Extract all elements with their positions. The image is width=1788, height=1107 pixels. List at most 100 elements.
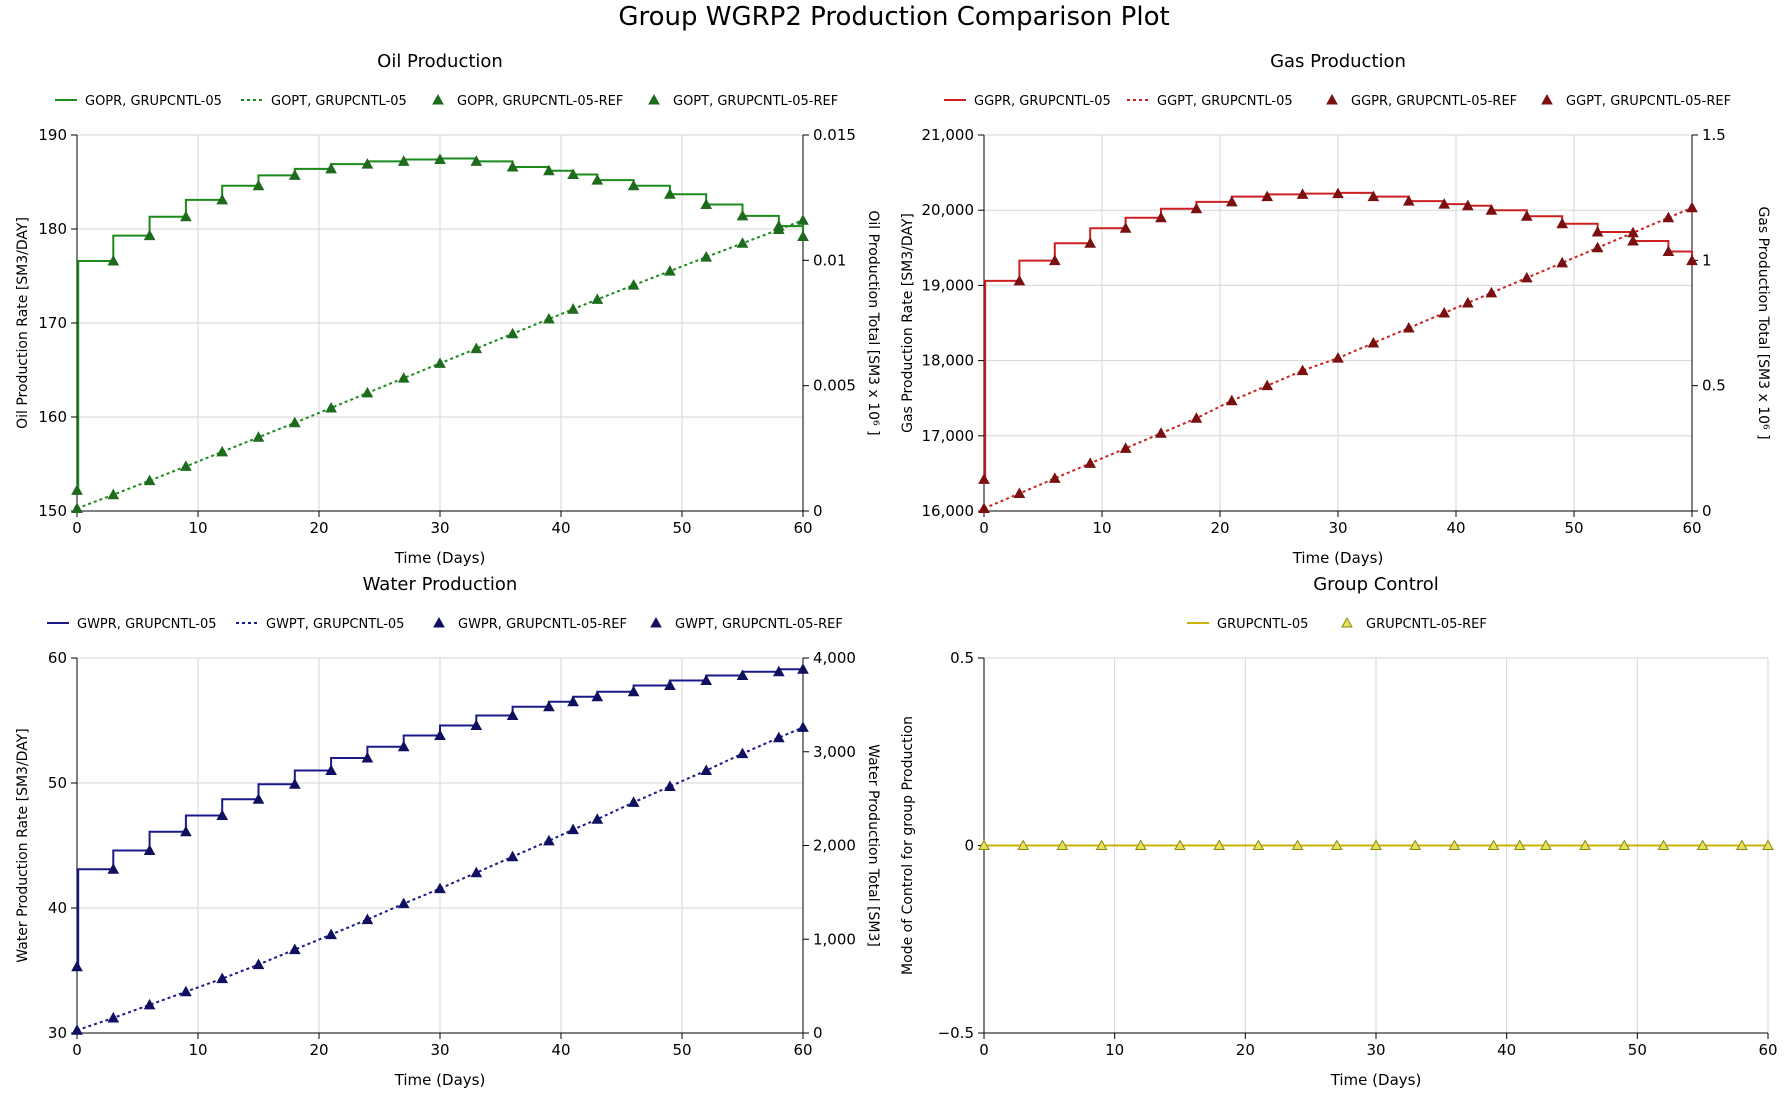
series-marker — [1095, 839, 1108, 850]
series-marker — [470, 342, 483, 354]
series-marker — [1213, 839, 1226, 850]
x-tick-label: 0 — [979, 1041, 989, 1059]
series-marker — [772, 665, 785, 677]
legend-label: GWPR, GRUPCNTL-05 — [77, 617, 217, 632]
series-marker — [1119, 442, 1132, 453]
series-marker — [180, 210, 192, 222]
series-marker — [1627, 226, 1639, 238]
y2-tick-label: 0 — [813, 1024, 823, 1042]
y2-axis-label: Gas Production Total [SM3 x 10⁶ ] — [1755, 206, 1771, 439]
series-marker — [325, 401, 337, 413]
series-marker — [107, 488, 120, 500]
y-axis-label: Oil Production Rate [SM3/DAY] — [15, 217, 31, 429]
legend-label: GRUPCNTL-05 — [1217, 617, 1308, 632]
x-tick-label: 40 — [1446, 519, 1465, 537]
y-axis-label: Water Production Rate [SM3/DAY] — [15, 728, 31, 962]
series-marker — [252, 179, 265, 191]
x-tick-label: 50 — [1564, 519, 1583, 537]
legend-swatch — [1326, 93, 1338, 105]
x-axis-label: Time (Days) — [1292, 549, 1384, 567]
y2-tick-label: 0.015 — [813, 126, 856, 144]
series-marker — [143, 998, 156, 1010]
legend-swatch — [650, 616, 662, 628]
series-marker — [470, 155, 483, 166]
series-marker — [772, 223, 785, 235]
series-marker — [1762, 839, 1774, 850]
x-axis-label: Time (Days) — [394, 549, 486, 567]
page-title: Group WGRP2 Production Comparison Plot — [618, 2, 1170, 32]
series-marker — [71, 502, 83, 513]
x-tick-label: 50 — [672, 519, 691, 537]
y-tick-label: 16,000 — [922, 502, 975, 520]
series-marker — [434, 153, 446, 164]
series-marker — [71, 960, 83, 972]
x-tick-label: 10 — [1105, 1041, 1124, 1059]
series-marker — [797, 663, 809, 674]
y-tick-label: 40 — [48, 899, 67, 917]
legend-swatch — [648, 93, 660, 105]
legend-label: GGPT, GRUPCNTL-05 — [1157, 94, 1293, 109]
series-marker — [361, 751, 374, 763]
series-marker — [1627, 235, 1639, 246]
x-tick-label: 30 — [1366, 1041, 1385, 1059]
series-marker — [627, 796, 640, 807]
x-tick-label: 10 — [188, 1041, 207, 1059]
series-marker — [361, 913, 374, 925]
series-marker — [567, 303, 579, 314]
series-marker — [736, 747, 749, 759]
series-marker — [627, 279, 640, 290]
series-marker — [1261, 190, 1274, 202]
series-marker — [772, 731, 785, 743]
series-marker — [1370, 839, 1382, 850]
series-marker — [107, 254, 120, 266]
series-marker — [627, 179, 640, 191]
y2-tick-label: 0 — [1702, 502, 1712, 520]
series-marker — [797, 721, 809, 732]
series-marker — [1461, 199, 1474, 211]
series-marker — [1332, 352, 1344, 363]
series-marker — [397, 897, 410, 909]
y2-tick-label: 0.005 — [813, 377, 856, 395]
series-marker — [180, 825, 192, 837]
x-tick-label: 20 — [1210, 519, 1229, 537]
x-tick-label: 20 — [309, 1041, 328, 1059]
series-marker — [1520, 271, 1533, 283]
series-marker — [591, 174, 604, 185]
series-marker — [434, 882, 446, 894]
series-marker — [216, 193, 229, 205]
series-marker — [736, 237, 749, 248]
series-marker — [325, 928, 337, 940]
y2-tick-label: 2,000 — [813, 837, 856, 855]
series-marker — [1261, 379, 1274, 391]
chart-title: Oil Production — [377, 51, 503, 72]
x-tick-label: 10 — [188, 519, 207, 537]
series-marker — [1296, 188, 1309, 199]
series-marker — [1367, 337, 1380, 348]
series-marker — [1225, 195, 1238, 207]
series-marker — [1402, 321, 1415, 333]
series-marker — [1657, 839, 1670, 850]
series-marker — [978, 473, 990, 484]
y-tick-label: 0 — [964, 837, 974, 855]
y-axis-label: Gas Production Rate [SM3/DAY] — [900, 213, 916, 433]
series-marker — [216, 809, 229, 820]
series-marker — [1556, 256, 1569, 268]
series-marker — [1084, 457, 1097, 468]
series-marker — [1686, 254, 1698, 266]
y-tick-label: 160 — [38, 408, 67, 426]
y-tick-label: 190 — [38, 126, 67, 144]
series-marker — [1084, 237, 1097, 248]
y-tick-label: 150 — [38, 502, 67, 520]
legend-label: GOPR, GRUPCNTL-05-REF — [457, 94, 623, 109]
chart-title: Water Production — [363, 574, 518, 595]
x-tick-label: 40 — [551, 1041, 570, 1059]
series-marker — [71, 484, 83, 495]
series-marker — [1513, 839, 1526, 850]
legend-swatch — [1541, 93, 1553, 105]
series-marker — [434, 357, 446, 368]
y-tick-label: 0.5 — [950, 649, 974, 667]
series-marker — [543, 164, 555, 176]
y2-tick-label: 0.01 — [813, 251, 846, 269]
